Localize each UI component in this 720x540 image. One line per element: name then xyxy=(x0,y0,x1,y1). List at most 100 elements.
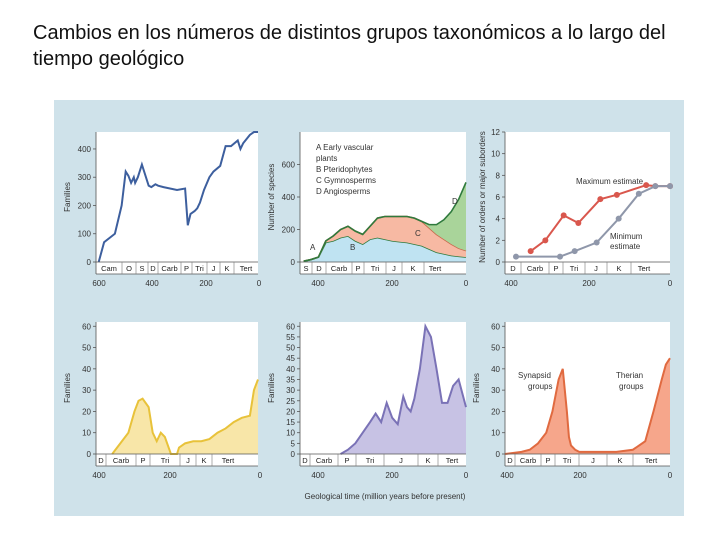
y-tick-label: 0 xyxy=(496,450,501,459)
period-label: Tert xyxy=(240,264,253,273)
y-tick-label: 35 xyxy=(286,375,295,384)
period-label: D xyxy=(302,456,308,465)
x-tick-label: 0 xyxy=(464,279,469,288)
period-label: Tert xyxy=(222,456,235,465)
area-label: B xyxy=(350,243,355,252)
period-label: J xyxy=(591,456,595,465)
y-axis-label: Families xyxy=(472,373,481,403)
series-line-marine xyxy=(97,131,258,263)
synapsid-label-2: groups xyxy=(528,382,552,391)
period-label: K xyxy=(410,264,415,273)
series-maximum-point xyxy=(575,220,582,226)
y-tick-label: 10 xyxy=(491,429,500,438)
period-label: Carb xyxy=(113,456,129,465)
period-label: Tri xyxy=(570,264,579,273)
x-tick-label: 200 xyxy=(385,279,399,288)
series-minimum-point xyxy=(571,248,578,255)
series-minimum-point xyxy=(667,183,673,190)
period-label: P xyxy=(184,264,189,273)
period-label: Carb xyxy=(161,264,177,273)
period-label: Tri xyxy=(161,456,170,465)
period-label: Tert xyxy=(645,456,658,465)
y-tick-label: 60 xyxy=(286,322,295,331)
area-label: D xyxy=(452,197,458,206)
series-minimum-point xyxy=(513,253,519,260)
chart-orders: 0 2 4 6 8 10 12 Number of orders or major subor… xyxy=(478,128,673,288)
period-label: Carb xyxy=(527,264,543,273)
y-tick-label: 10 xyxy=(82,429,91,438)
y-axis-label: Families xyxy=(63,182,72,212)
period-label: O xyxy=(126,264,132,273)
series-minimum-point xyxy=(652,183,659,190)
series-minimum-point xyxy=(593,239,600,246)
legend-entry: A Early vascular xyxy=(316,143,374,152)
x-tick-label: 400 xyxy=(311,279,325,288)
y-tick-label: 20 xyxy=(286,407,295,416)
y-tick-label: 10 xyxy=(286,429,295,438)
series-minimum-point xyxy=(635,190,642,197)
y-tick-label: 200 xyxy=(78,201,92,210)
y-tick-label: 0 xyxy=(496,258,501,267)
series-maximum-point xyxy=(643,182,650,189)
series-maximum-point xyxy=(527,248,534,255)
period-label: Tert xyxy=(429,264,442,273)
period-label: J xyxy=(594,264,598,273)
synapsid-label: Synapsid xyxy=(518,371,551,380)
period-label: Carb xyxy=(520,456,536,465)
annotation-minimum: Minimum xyxy=(610,232,643,241)
y-tick-label: 45 xyxy=(286,354,295,363)
series-minimum-point xyxy=(615,215,622,222)
period-label: J xyxy=(392,264,396,273)
x-tick-label: 0 xyxy=(668,471,673,480)
series-maximum-point xyxy=(542,237,549,244)
period-label: K xyxy=(617,456,622,465)
area-label: A xyxy=(310,243,316,252)
x-tick-label: 400 xyxy=(311,471,325,480)
y-tick-label: 600 xyxy=(282,161,296,170)
y-tick-label: 40 xyxy=(286,365,295,374)
therian-label: Therian xyxy=(616,371,643,380)
period-label: K xyxy=(201,456,206,465)
y-axis-label: Number of species xyxy=(267,164,276,231)
period-label: Tert xyxy=(638,264,651,273)
y-tick-label: 30 xyxy=(82,386,91,395)
legend-entry: B Pteridophytes xyxy=(316,165,372,174)
series-area-mammals xyxy=(505,358,670,454)
y-tick-label: 0 xyxy=(87,450,92,459)
series-maximum-point xyxy=(613,191,620,198)
period-label: J xyxy=(186,456,190,465)
y-tick-label: 12 xyxy=(491,128,500,137)
y-tick-label: 10 xyxy=(491,150,500,159)
annotation-maximum: Maximum estimate xyxy=(576,177,644,186)
x-tick-label: 200 xyxy=(163,471,177,480)
y-tick-label: 2 xyxy=(496,236,501,245)
period-label: D xyxy=(98,456,104,465)
period-label: J xyxy=(399,456,403,465)
period-label: K xyxy=(616,264,621,273)
y-axis-label: Number of orders or major suborders xyxy=(478,131,487,263)
y-tick-label: 50 xyxy=(286,344,295,353)
legend-entry: D Angiosperms xyxy=(316,187,370,196)
y-tick-label: 100 xyxy=(78,230,92,239)
period-label: P xyxy=(553,264,558,273)
series-area-early-vascular xyxy=(303,236,466,262)
period-label: P xyxy=(355,264,360,273)
y-tick-label: 6 xyxy=(496,193,501,202)
period-label: D xyxy=(150,264,156,273)
period-label: Tert xyxy=(446,456,459,465)
y-tick-label: 40 xyxy=(82,365,91,374)
period-label: P xyxy=(140,456,145,465)
shared-x-axis-label: Geological time (million years before pr… xyxy=(305,492,466,501)
period-label: D xyxy=(316,264,322,273)
y-tick-label: 30 xyxy=(286,386,295,395)
period-label: Tri xyxy=(371,264,380,273)
y-tick-label: 400 xyxy=(282,193,296,202)
y-tick-label: 50 xyxy=(491,344,500,353)
x-tick-label: 0 xyxy=(258,471,263,480)
therian-label-2: groups xyxy=(619,382,643,391)
x-tick-label: 200 xyxy=(385,471,399,480)
y-tick-label: 60 xyxy=(491,322,500,331)
legend-entry: C Gymnosperms xyxy=(316,176,376,185)
